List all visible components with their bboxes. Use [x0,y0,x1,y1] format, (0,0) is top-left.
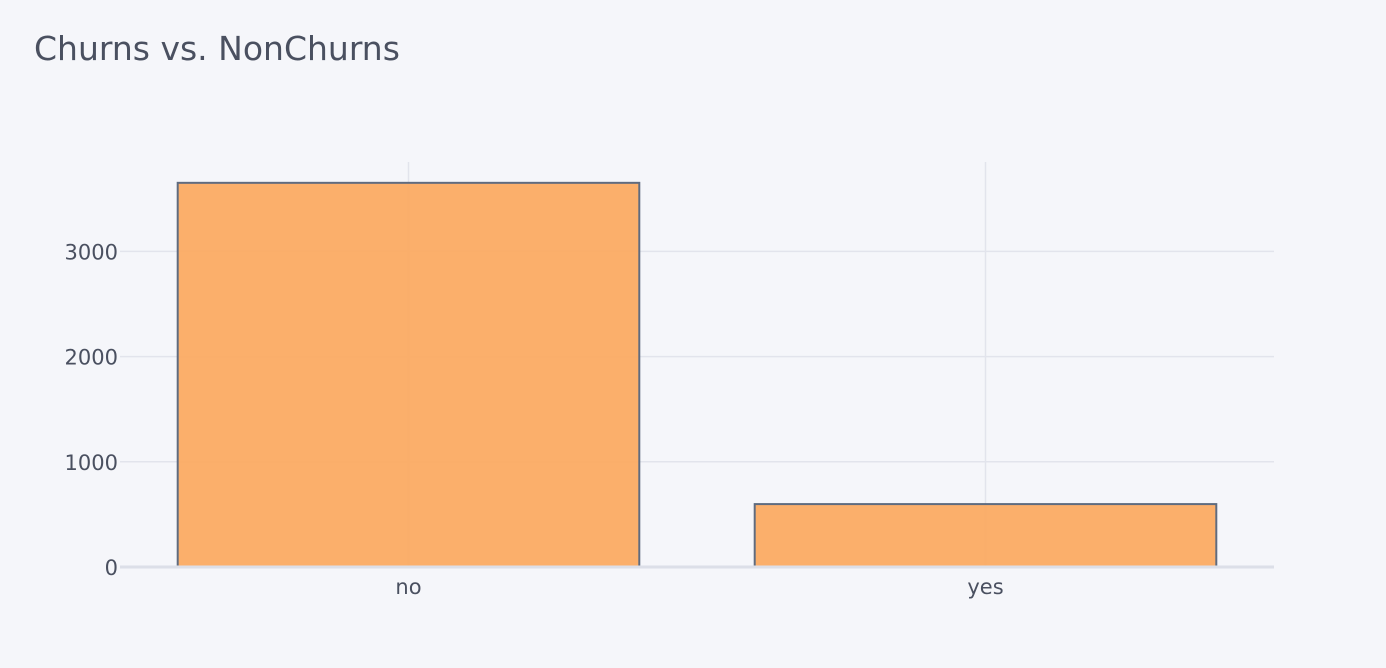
y-tick-label: 2000 [65,346,118,370]
y-tick-label: 1000 [65,451,118,475]
x-tick-label: yes [967,575,1003,599]
bars [176,181,1218,568]
x-tick-label: no [395,575,421,599]
y-tick-label: 3000 [65,240,118,264]
bar-no [176,181,641,568]
chart-title: Churns vs. NonChurns [34,29,400,68]
y-tick-label: 0 [105,556,118,580]
axes: 0 1000 2000 3000 no yes [65,240,1274,599]
bar-yes [753,503,1218,568]
